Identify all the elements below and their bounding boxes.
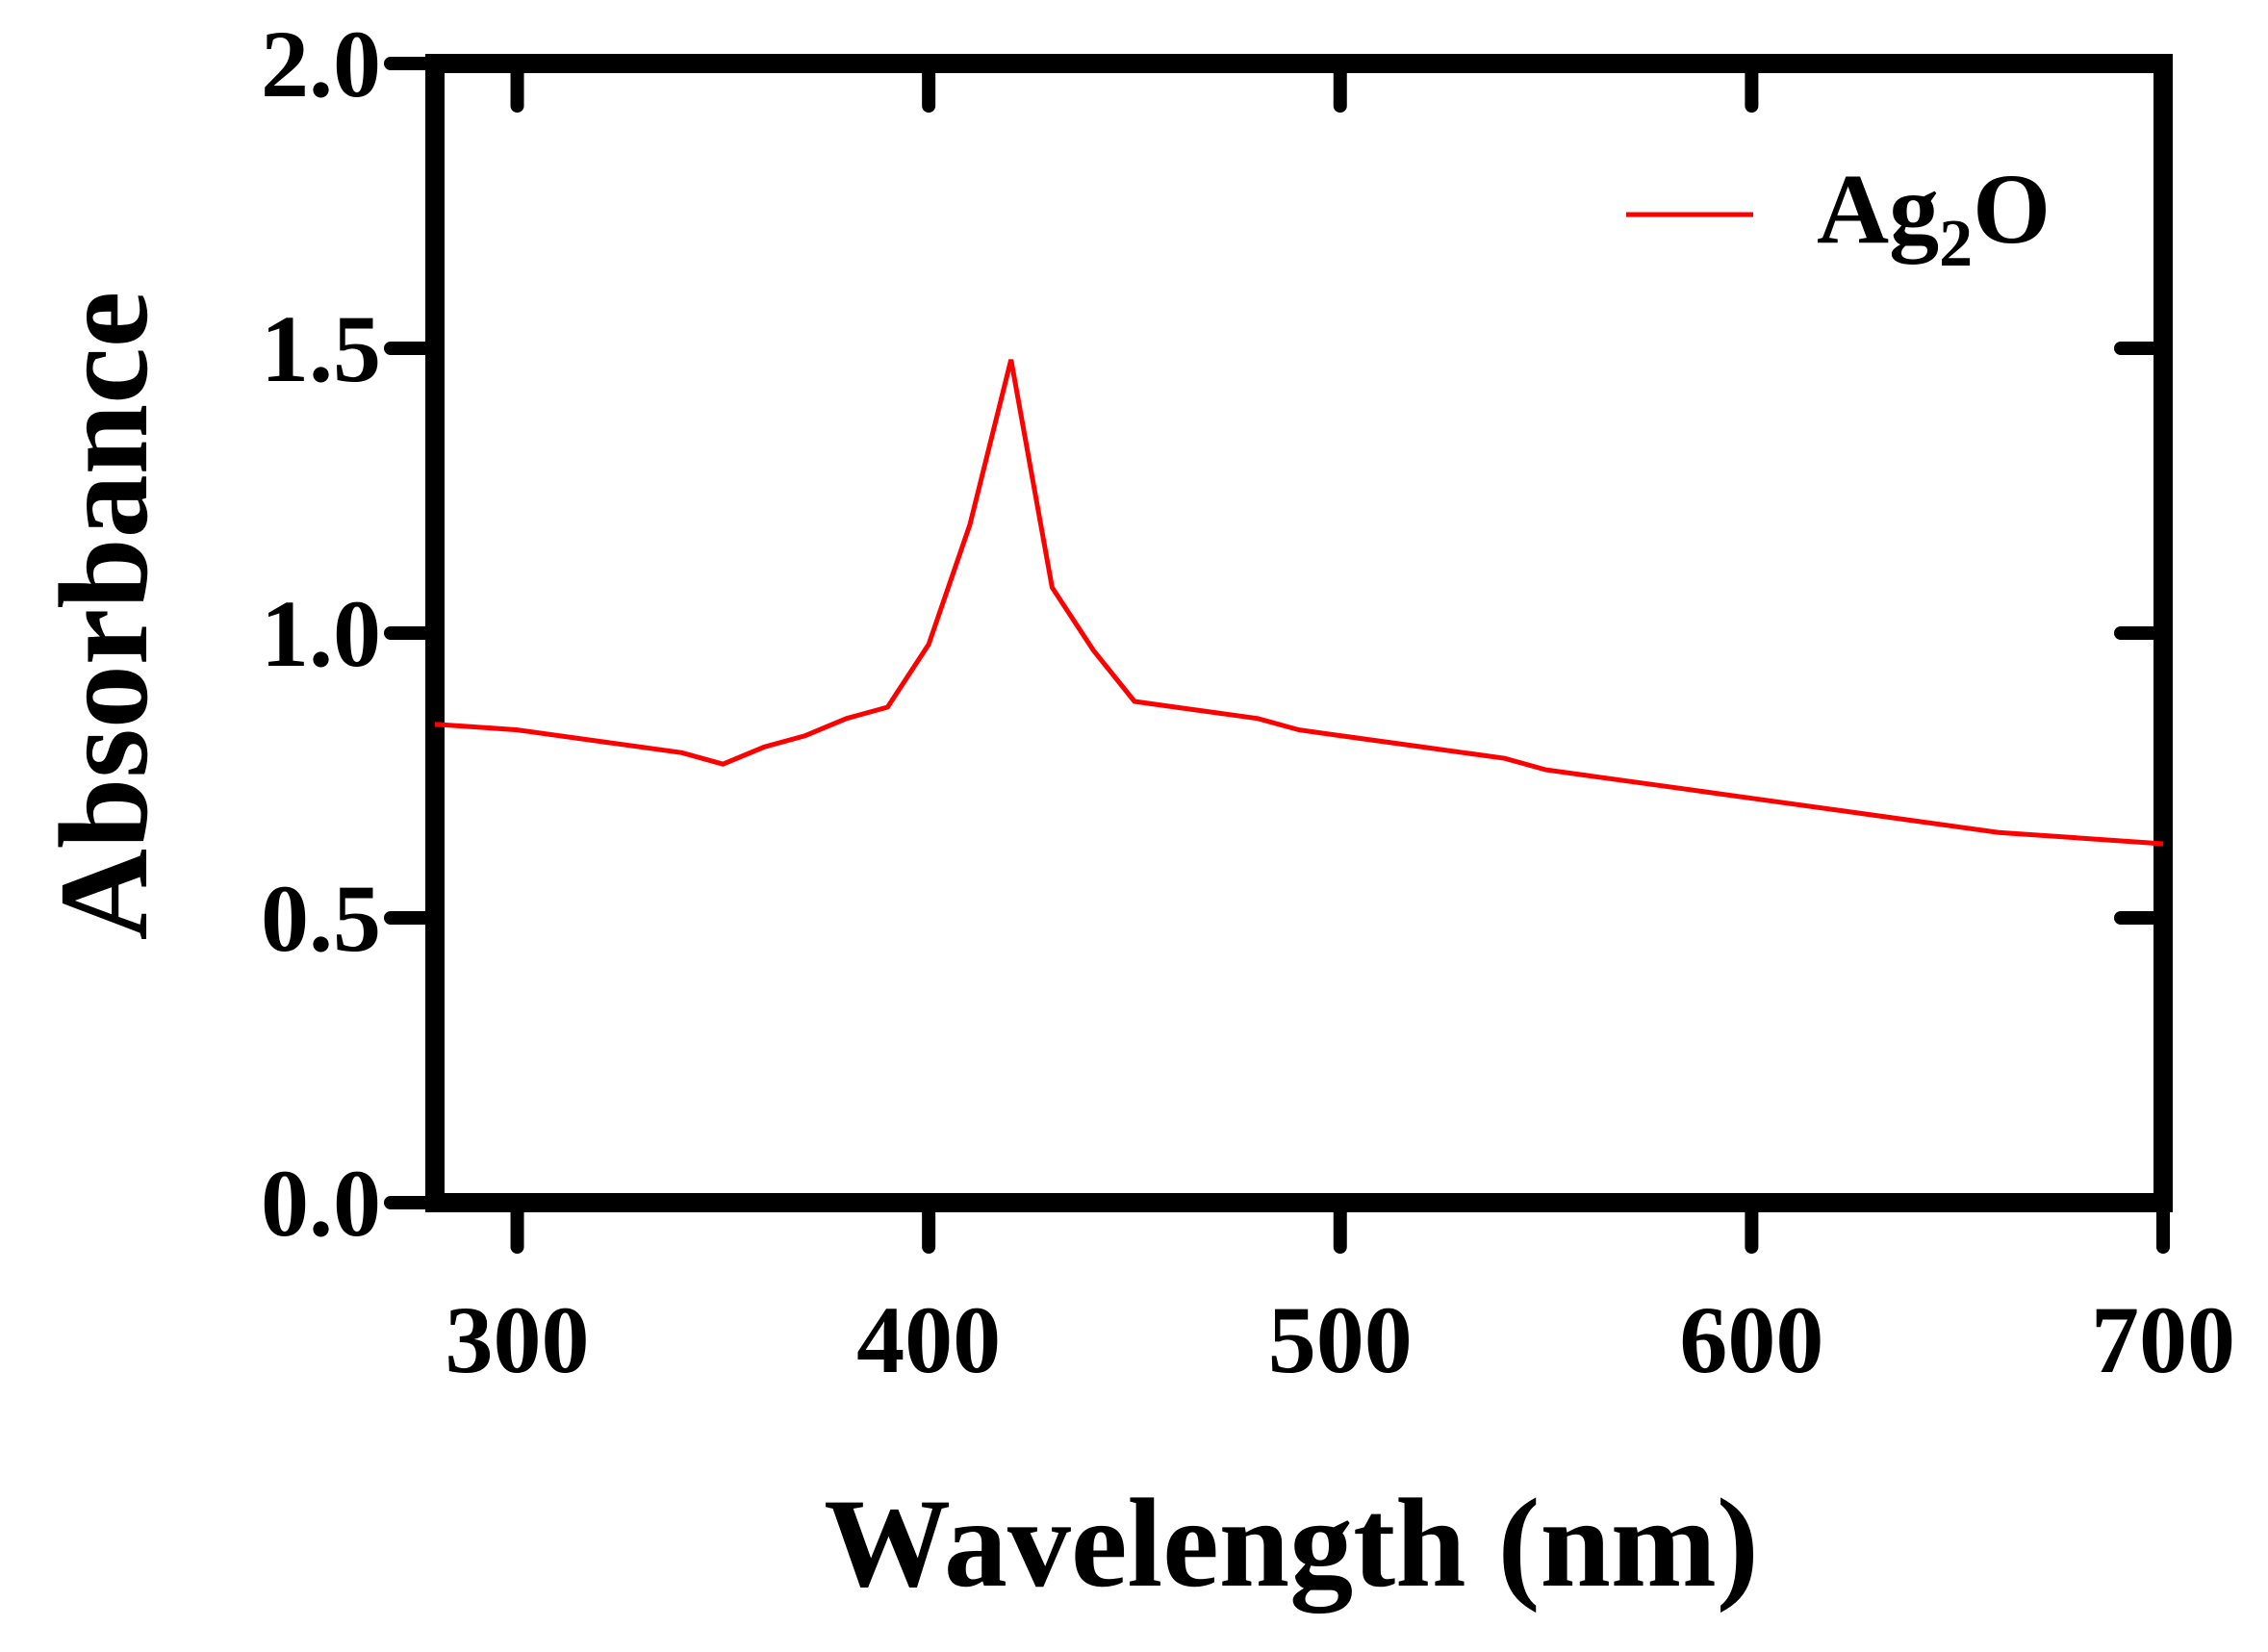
- y-tick-label: 2.0: [261, 11, 381, 117]
- x-axis-title: Wavelength (nm): [824, 1472, 1759, 1614]
- axis-ticks: [384, 57, 2170, 1254]
- y-tick-label: 1.0: [261, 580, 381, 687]
- series-lines: [434, 359, 2164, 847]
- x-tick-labels: 300 400 500 600 700: [446, 1286, 2235, 1393]
- legend: Ag2O: [1626, 154, 2051, 281]
- x-tick-label: 600: [1679, 1286, 1823, 1393]
- legend-label-subscript: 2: [1939, 207, 1973, 281]
- y-tick-label: 0.0: [261, 1150, 381, 1257]
- x-tick-label: 400: [856, 1286, 1001, 1393]
- y-tick-labels: 0.0 0.5 1.0 1.5 2.0: [261, 11, 381, 1257]
- y-axis-title: Absorbance: [33, 292, 174, 941]
- legend-label-base: Ag: [1817, 154, 1939, 265]
- x-tick-label: 300: [446, 1286, 590, 1393]
- x-tick-label: 700: [2091, 1286, 2235, 1393]
- y-tick-label: 0.5: [261, 865, 381, 972]
- x-tick-label: 500: [1268, 1286, 1413, 1393]
- legend-label-ag2o: Ag2O: [1817, 154, 2051, 281]
- y-tick-label: 1.5: [261, 295, 381, 402]
- series-line-ag2o: [434, 359, 2164, 847]
- legend-label-tail: O: [1973, 154, 2051, 265]
